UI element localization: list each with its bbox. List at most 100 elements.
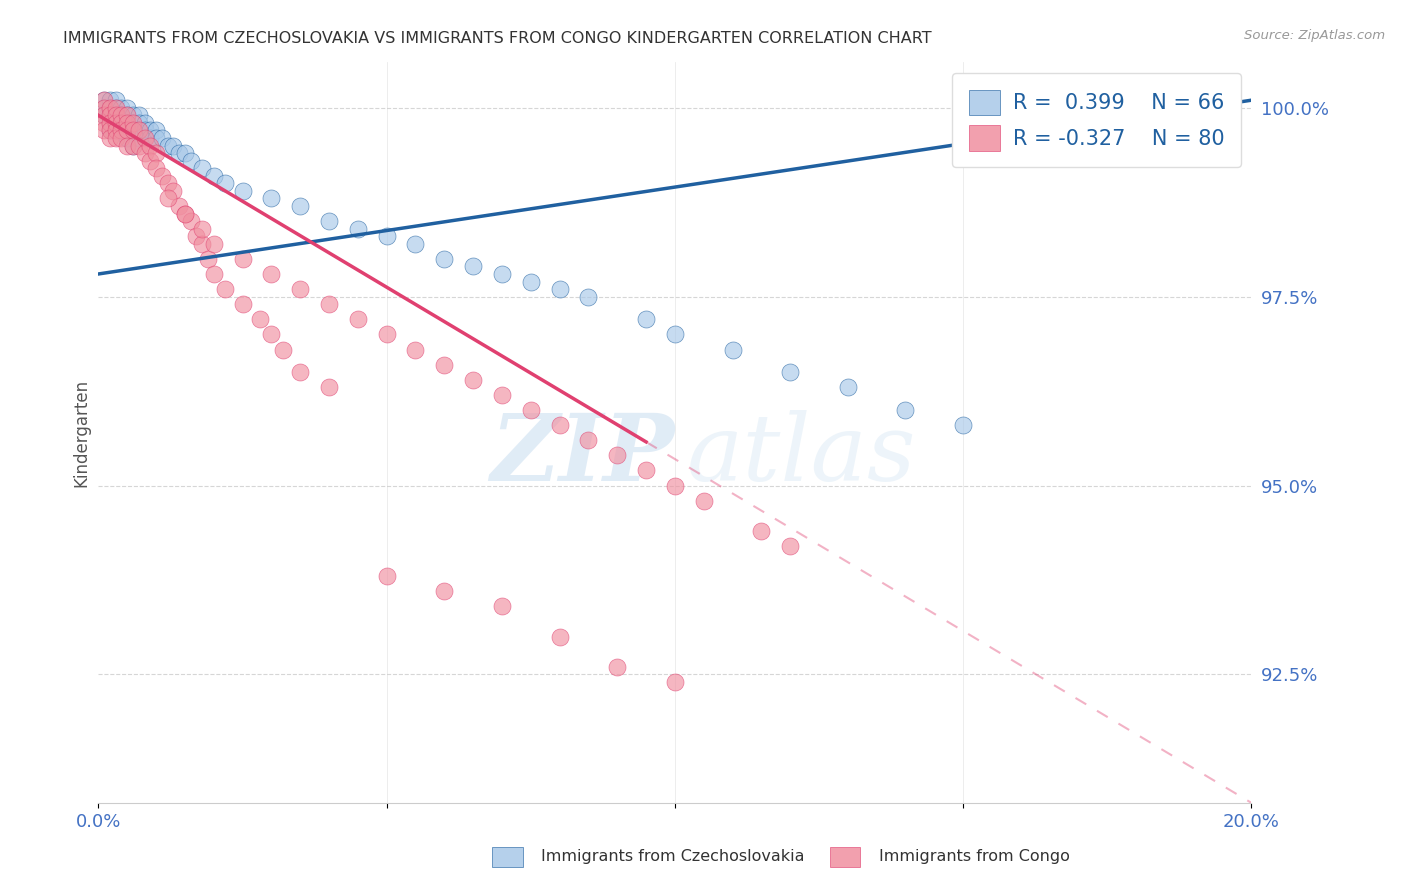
Point <box>93 93 115 107</box>
Point <box>128 131 150 145</box>
Point <box>318 380 340 394</box>
Point <box>260 191 283 205</box>
Point <box>952 418 974 433</box>
Point <box>98 101 121 115</box>
Point <box>520 275 543 289</box>
Point <box>167 199 190 213</box>
Point <box>117 123 139 137</box>
Point <box>290 365 312 379</box>
Point <box>93 123 115 137</box>
Point <box>202 236 225 251</box>
Point <box>290 282 312 296</box>
Point <box>98 116 121 130</box>
Point <box>117 101 139 115</box>
Point <box>104 101 127 115</box>
Point <box>98 131 121 145</box>
Point <box>461 373 484 387</box>
Point <box>104 108 127 122</box>
Point <box>894 403 917 417</box>
Point <box>117 123 139 137</box>
Point <box>93 101 115 115</box>
Point <box>98 108 121 122</box>
Point <box>375 569 398 583</box>
Point <box>548 418 571 433</box>
Point <box>260 327 283 342</box>
Point <box>156 191 179 205</box>
Point <box>491 599 513 614</box>
Point <box>156 177 179 191</box>
Point <box>139 138 162 153</box>
Point <box>837 380 859 394</box>
Point <box>145 146 167 161</box>
Point <box>693 493 716 508</box>
Point <box>122 138 145 153</box>
Point <box>346 221 368 235</box>
Point <box>751 524 773 538</box>
Point <box>197 252 219 266</box>
Point <box>93 108 115 122</box>
Point <box>433 584 456 599</box>
Point <box>156 138 179 153</box>
Point <box>110 108 132 122</box>
Point <box>491 388 513 402</box>
Point <box>548 630 571 644</box>
Point <box>249 312 271 326</box>
Point <box>110 131 132 145</box>
Point <box>433 252 456 266</box>
Point <box>128 123 150 137</box>
Point <box>128 123 150 137</box>
Point <box>117 108 139 122</box>
Point <box>162 138 184 153</box>
Point <box>122 138 145 153</box>
Point <box>98 123 121 137</box>
Point <box>290 199 312 213</box>
Point <box>117 108 139 122</box>
Point <box>134 123 156 137</box>
Point <box>375 229 398 244</box>
Point <box>93 108 115 122</box>
Text: IMMIGRANTS FROM CZECHOSLOVAKIA VS IMMIGRANTS FROM CONGO KINDERGARTEN CORRELATION: IMMIGRANTS FROM CZECHOSLOVAKIA VS IMMIGR… <box>63 31 932 46</box>
Point <box>145 161 167 176</box>
Point <box>174 206 197 220</box>
Point <box>104 131 127 145</box>
Point <box>104 116 127 130</box>
Point <box>1182 93 1205 107</box>
Point <box>117 131 139 145</box>
Text: Source: ZipAtlas.com: Source: ZipAtlas.com <box>1244 29 1385 42</box>
Point <box>346 312 368 326</box>
Point <box>98 93 121 107</box>
Point <box>104 116 127 130</box>
Point <box>110 116 132 130</box>
Point <box>117 116 139 130</box>
Point <box>98 101 121 115</box>
Point <box>134 146 156 161</box>
Point <box>214 282 236 296</box>
Point <box>139 123 162 137</box>
Point <box>174 146 197 161</box>
Point <box>405 343 427 357</box>
Point <box>191 236 214 251</box>
Point <box>202 267 225 281</box>
Point <box>150 169 173 183</box>
Point <box>110 116 132 130</box>
Text: ZIP: ZIP <box>491 409 675 500</box>
Point <box>231 297 254 311</box>
Point <box>606 660 628 674</box>
Point <box>104 123 127 137</box>
Point <box>128 108 150 122</box>
Point <box>104 93 127 107</box>
Point <box>128 116 150 130</box>
Point <box>636 463 658 477</box>
Point <box>578 290 600 304</box>
Point <box>318 214 340 228</box>
Point <box>461 260 484 274</box>
Point <box>110 123 132 137</box>
Point <box>520 403 543 417</box>
Point <box>128 138 150 153</box>
Point <box>375 327 398 342</box>
Point <box>548 282 571 296</box>
Point <box>93 101 115 115</box>
Point <box>150 131 173 145</box>
Point <box>191 161 214 176</box>
Point <box>779 539 801 553</box>
